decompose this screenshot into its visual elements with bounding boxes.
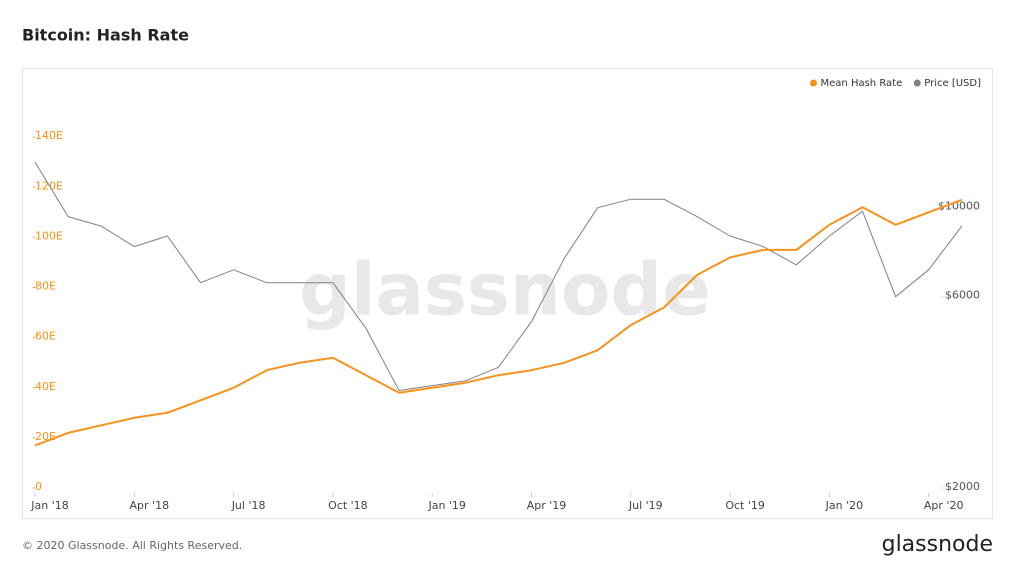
y-tick-label: 60E (35, 330, 56, 343)
y2-tick-label: $2000 (945, 480, 980, 493)
legend-label: Mean Hash Rate (821, 78, 903, 89)
series-line (34, 198, 963, 447)
legend-marker (913, 79, 921, 87)
x-tick-label: Jan '19 (427, 499, 465, 512)
legend-label: Price [USD] (924, 78, 981, 89)
x-tick-label: Jan '18 (30, 499, 68, 512)
x-tick-label: Jul '18 (231, 499, 266, 512)
chart-title: Bitcoin: Hash Rate (22, 26, 189, 45)
x-tick-label: Jan '20 (825, 499, 863, 512)
y2-tick-label: $10000 (938, 200, 980, 213)
x-tick-label: Oct '19 (725, 499, 765, 512)
y-tick-label: 0 (35, 480, 42, 493)
watermark: glassnode (299, 248, 711, 332)
chart-panel (22, 68, 993, 519)
series-line (34, 161, 963, 391)
x-tick-label: Apr '19 (527, 499, 567, 512)
y-tick-label: 80E (35, 280, 56, 293)
y-tick-label: 140E (35, 129, 63, 142)
copyright: © 2020 Glassnode. All Rights Reserved. (22, 539, 242, 552)
x-tick-label: Jul '19 (628, 499, 663, 512)
x-tick-label: Oct '18 (328, 499, 368, 512)
y-tick-label: 100E (35, 229, 63, 242)
x-tick-label: Apr '20 (924, 499, 964, 512)
logo: glassnode (882, 532, 993, 557)
legend-marker (810, 79, 818, 87)
y2-tick-label: $6000 (945, 289, 980, 302)
y-tick-label: 40E (35, 380, 56, 393)
x-tick-label: Apr '18 (130, 499, 170, 512)
